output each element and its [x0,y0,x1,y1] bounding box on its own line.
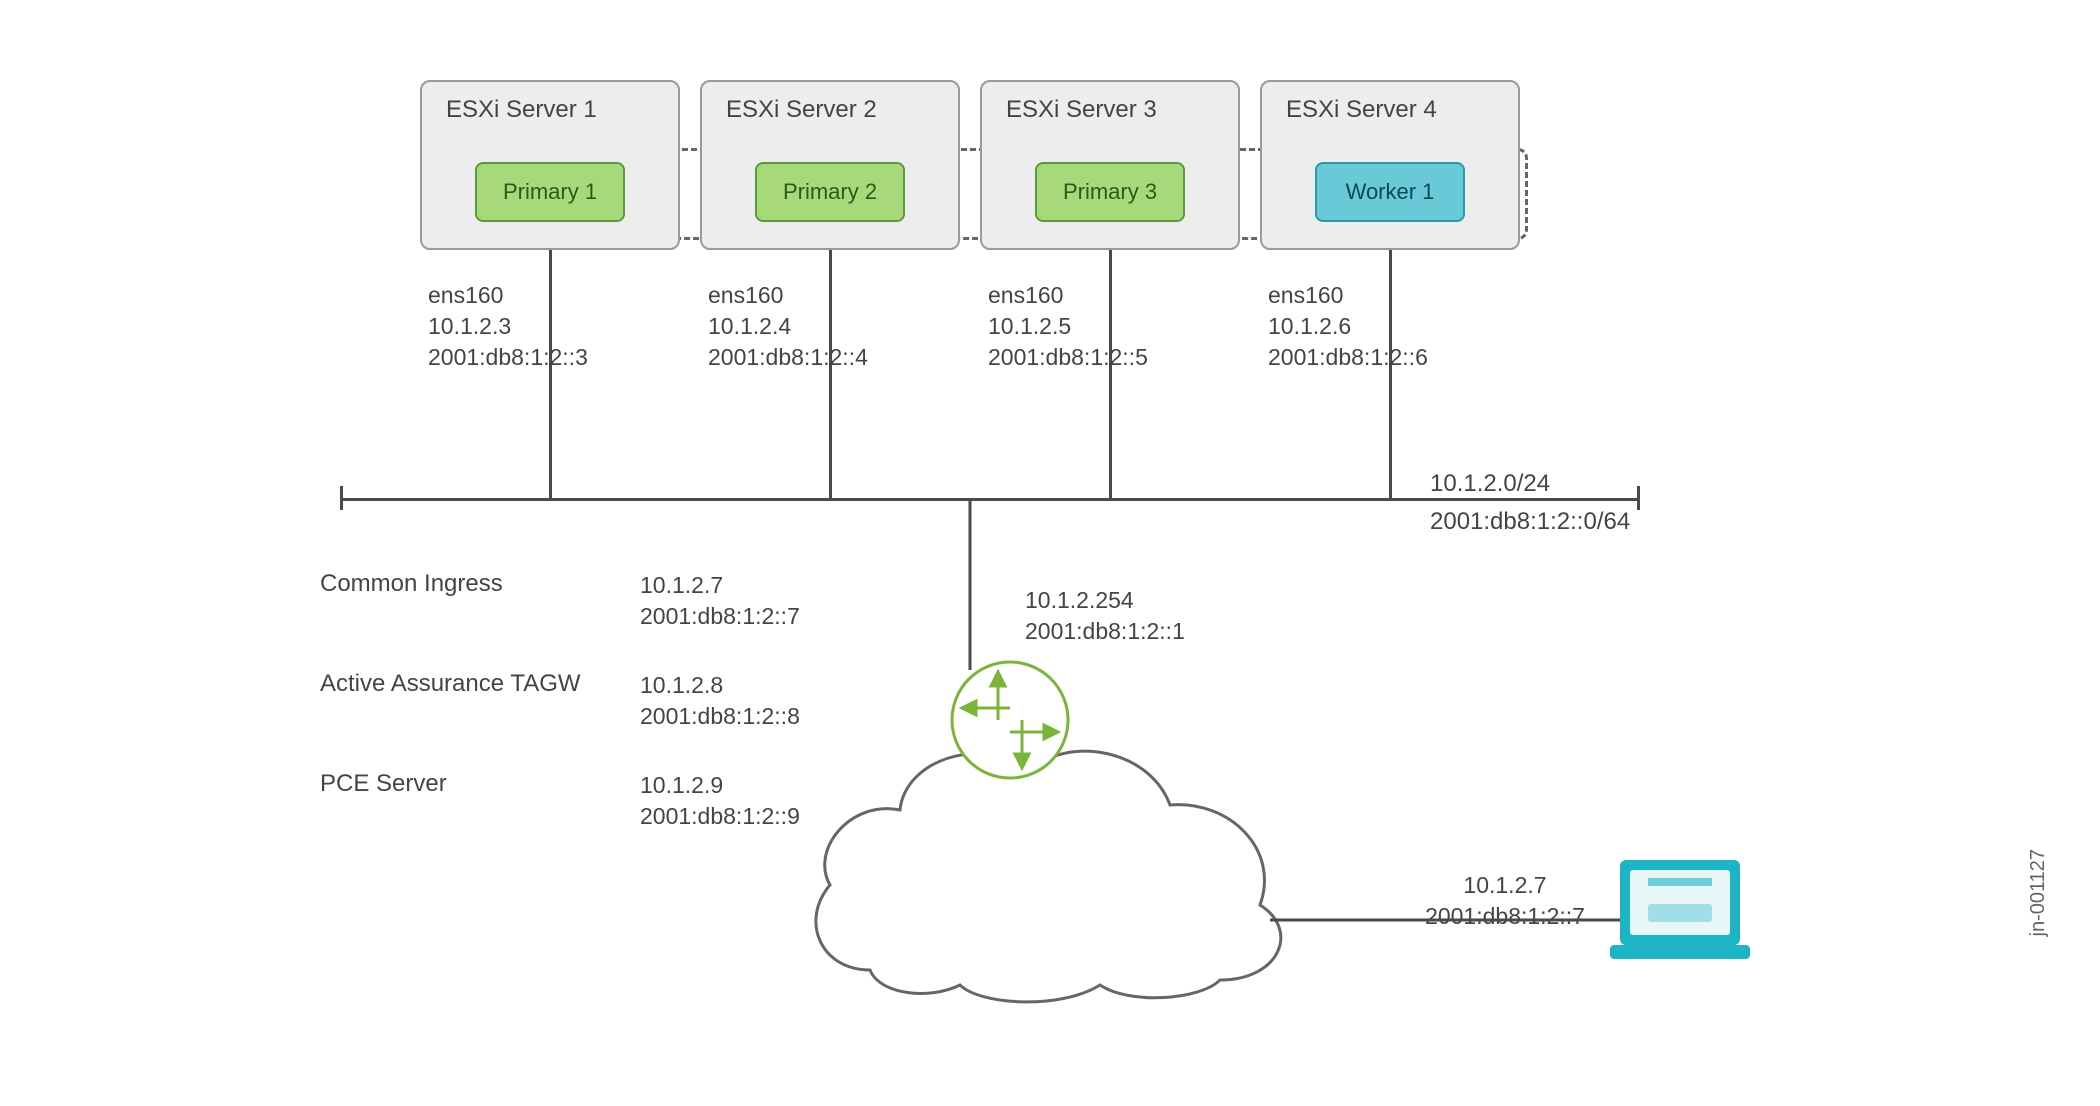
node-label: Worker 1 [1346,179,1435,205]
server-title: ESXi Server 3 [1006,96,1157,124]
vip-label-ingress: Common Ingress [320,570,503,598]
esxi-server-4: ESXi Server 4 Worker 1 [1260,80,1520,250]
iface-label-1: ens160 10.1.2.3 2001:db8:1:2::3 [428,280,588,373]
vip-val-pce: 10.1.2.9 2001:db8:1:2::9 [640,770,800,832]
server-title: ESXi Server 2 [726,96,877,124]
primary-node-3: Primary 3 [1035,162,1185,222]
bus-cap-left [340,486,343,510]
vip-label-pce: PCE Server [320,770,447,798]
esxi-server-1: ESXi Server 1 Primary 1 [420,80,680,250]
server-title: ESXi Server 1 [446,96,597,124]
primary-node-1: Primary 1 [475,162,625,222]
network-diagram: ESXi Server 1 Primary 1 ens160 10.1.2.3 … [0,0,2100,1106]
esxi-server-2: ESXi Server 2 Primary 2 [700,80,960,250]
figure-id: jn-001127 [2027,849,2050,936]
client-laptop-icon [1610,860,1750,959]
cloud-icon [816,751,1281,1002]
vip-label-tagw: Active Assurance TAGW [320,670,581,698]
iface-label-4: ens160 10.1.2.6 2001:db8:1:2::6 [1268,280,1428,373]
node-label: Primary 1 [503,179,597,205]
node-label: Primary 2 [783,179,877,205]
primary-node-2: Primary 2 [755,162,905,222]
vip-val-ingress: 10.1.2.7 2001:db8:1:2::7 [640,570,800,632]
iface-label-3: ens160 10.1.2.5 2001:db8:1:2::5 [988,280,1148,373]
client-label: 10.1.2.7 2001:db8:1:2::7 [1400,870,1610,932]
bus-cap-right [1637,486,1640,510]
network-cidr: 10.1.2.0/24 2001:db8:1:2::0/64 [1430,468,1630,539]
gateway-label: 10.1.2.254 2001:db8:1:2::1 [1025,585,1185,647]
node-label: Primary 3 [1063,179,1157,205]
iface-label-2: ens160 10.1.2.4 2001:db8:1:2::4 [708,280,868,373]
vip-val-tagw: 10.1.2.8 2001:db8:1:2::8 [640,670,800,732]
worker-node-1: Worker 1 [1315,162,1465,222]
router-icon [952,662,1068,778]
esxi-server-3: ESXi Server 3 Primary 3 [980,80,1240,250]
server-title: ESXi Server 4 [1286,96,1437,124]
